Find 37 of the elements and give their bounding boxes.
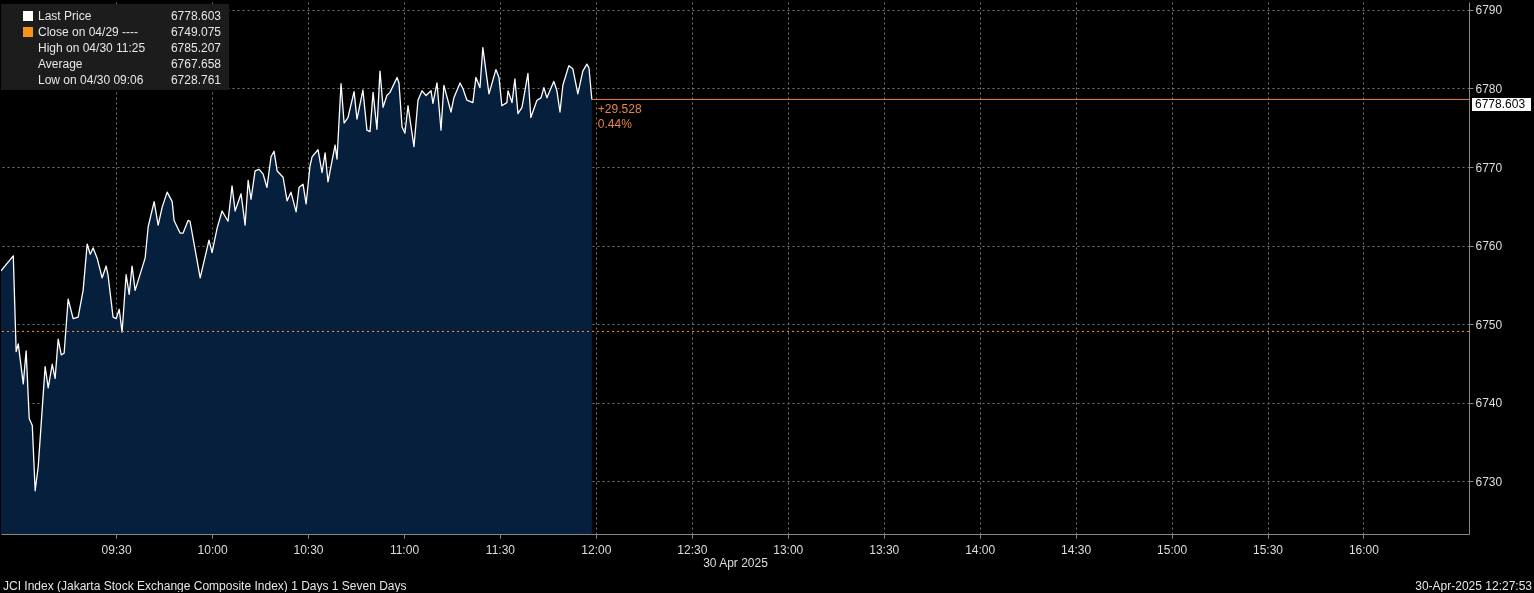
- annotation: 6785.207: [170, 41, 222, 55]
- x-tick-label: 12:00: [581, 542, 612, 557]
- x-tick-label: 15:00: [1157, 542, 1188, 557]
- text: JCI Index (Jakarta Stock Exchange Composite Index) 1 Days 1 Seven Days: [3, 579, 407, 593]
- text: 30-Apr-2025 12:27:53: [1415, 579, 1533, 593]
- annotation: Low on 04/30 09:06: [38, 73, 144, 87]
- annotation: 6728.761: [170, 73, 222, 87]
- y-tick-label: 6740: [1475, 396, 1503, 411]
- legend-label: Last Price: [38, 9, 92, 23]
- annotation: 6767.658: [170, 57, 222, 71]
- x-tick-label: 16:00: [1348, 542, 1380, 557]
- x-axis-title: 30 Apr 2025: [703, 555, 769, 570]
- annotation: 6778.603: [170, 9, 222, 23]
- x-tick-label: 14:30: [1061, 542, 1092, 557]
- x-tick-label: 11:30: [485, 542, 516, 557]
- x-tick-label: 10:00: [197, 542, 228, 557]
- x-tick-label: 15:30: [1252, 542, 1284, 557]
- x-tick-label: 13:00: [773, 542, 804, 557]
- annotation: Close on 04/29 ----: [38, 25, 139, 39]
- x-tick-label: 12:30: [677, 542, 708, 557]
- x-tick-label: 09:30: [101, 542, 132, 557]
- annotation: 6749.075: [170, 25, 222, 39]
- y-tick-label: 6770: [1475, 160, 1503, 175]
- y-tick-label: 6760: [1475, 239, 1503, 254]
- x-tick-label: 13:30: [869, 542, 900, 557]
- annotation: Average: [38, 57, 83, 71]
- y-tick-label: 6780: [1475, 81, 1503, 96]
- x-tick-label: 10:30: [293, 542, 324, 557]
- x-tick-label: 11:00: [389, 542, 420, 557]
- x-tick-label: 14:00: [965, 542, 996, 557]
- y-tick-label: 6750: [1475, 317, 1503, 332]
- ref-line-label: 6778.603: [1475, 97, 1526, 112]
- annotation: 0.44%: [597, 117, 633, 132]
- annotation: +29.528: [597, 102, 642, 117]
- y-tick-label: 6730: [1475, 474, 1503, 489]
- y-tick-label: 6790: [1475, 3, 1503, 18]
- annotation: High on 04/30 11:25: [38, 41, 146, 55]
